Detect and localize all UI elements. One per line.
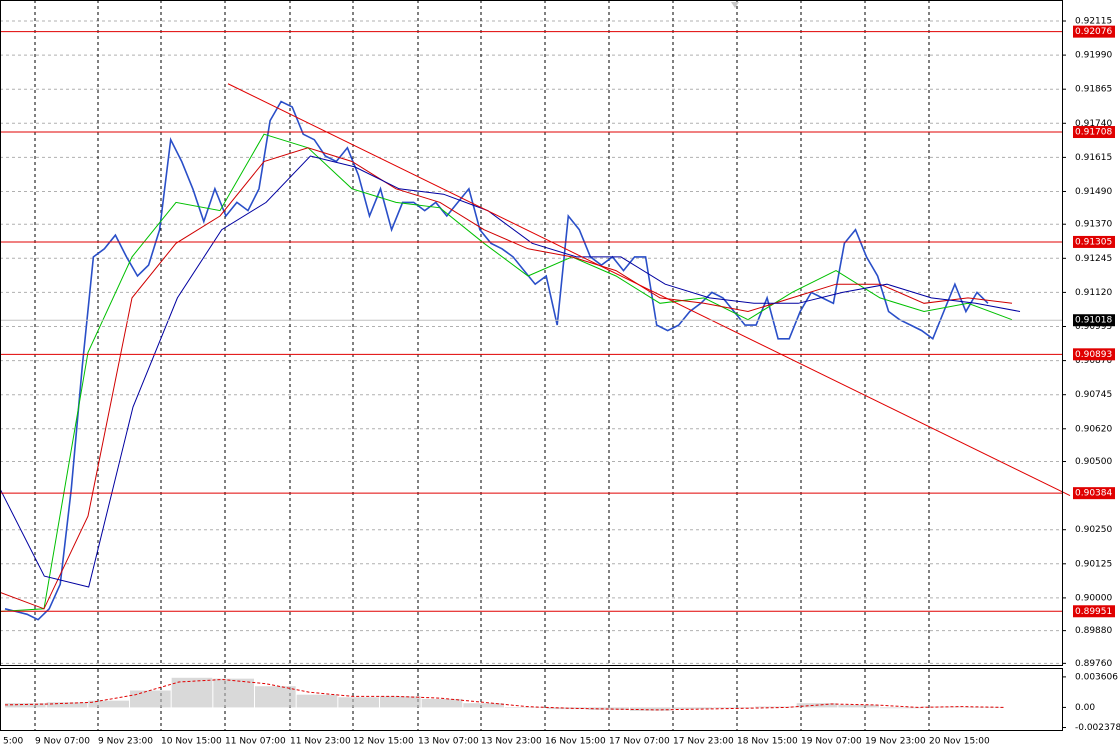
y-tick-label: 0.91615 bbox=[1075, 153, 1112, 163]
x-tick-label: 13 Nov 07:00 bbox=[418, 737, 479, 747]
series-ma-mid bbox=[0, 147, 1013, 610]
osc-bar bbox=[838, 704, 879, 708]
x-tick-label: 10 Nov 15:00 bbox=[161, 737, 222, 747]
y-tick-label: 0.91245 bbox=[1075, 254, 1112, 264]
x-tick-label: 13 Nov 23:00 bbox=[481, 737, 542, 747]
level-label: 0.91305 bbox=[1075, 237, 1112, 247]
x-tick-label: 5:00 bbox=[3, 737, 23, 747]
y-tick-label: 0.91990 bbox=[1075, 51, 1112, 61]
y-tick-label: 0.90995 bbox=[1075, 322, 1112, 332]
x-tick-label: 9 Nov 07:00 bbox=[35, 737, 90, 747]
y-tick-label: 0.91740 bbox=[1075, 119, 1112, 129]
y-tick-label: 0.92115 bbox=[1075, 17, 1112, 27]
osc-bar bbox=[421, 698, 463, 708]
series-ma-fast bbox=[0, 133, 1013, 612]
x-tick-label: 9 Nov 23:00 bbox=[98, 737, 153, 747]
osc-bar bbox=[463, 703, 504, 708]
level-label: 0.90893 bbox=[1075, 350, 1112, 360]
x-tick-label: 17 Nov 23:00 bbox=[673, 737, 734, 747]
osc-bar bbox=[963, 707, 1004, 708]
y-tick-label: 0.90250 bbox=[1075, 525, 1112, 535]
current-price-box bbox=[1073, 314, 1115, 327]
level-label-box bbox=[1073, 235, 1115, 248]
osc-bar bbox=[213, 678, 254, 708]
osc-bar bbox=[255, 686, 296, 708]
osc-bar bbox=[130, 690, 171, 708]
y-tick-label: 0.91865 bbox=[1075, 85, 1112, 95]
y-tick-label: 0.90745 bbox=[1075, 390, 1112, 400]
series-ma-slow bbox=[0, 155, 1021, 588]
level-label: 0.92076 bbox=[1075, 27, 1112, 37]
y-tick-label: 0.90870 bbox=[1075, 356, 1112, 366]
x-tick-label: 16 Nov 15:00 bbox=[545, 737, 606, 747]
y-tick-label: 0.90125 bbox=[1075, 559, 1112, 569]
y-tick-label: 0.91370 bbox=[1075, 220, 1112, 230]
osc-bar bbox=[880, 707, 921, 709]
level-label-box bbox=[1073, 487, 1115, 500]
y-tick-label: 0.90000 bbox=[1075, 593, 1112, 603]
level-label-box bbox=[1073, 605, 1115, 618]
osc-bar bbox=[755, 706, 796, 708]
x-tick-label: 18 Nov 15:00 bbox=[737, 737, 798, 747]
x-tick-label: 19 Nov 07:00 bbox=[801, 737, 862, 747]
osc-y-tick-label: -0.002378 bbox=[1075, 723, 1120, 733]
osc-bar bbox=[338, 697, 379, 708]
osc-bar bbox=[296, 694, 338, 708]
osc-bar bbox=[630, 707, 671, 711]
osc-bar bbox=[88, 700, 129, 708]
osc-signal bbox=[4, 678, 1006, 711]
level-label: 0.89951 bbox=[1075, 607, 1112, 617]
current-price-label: 0.91018 bbox=[1075, 316, 1112, 326]
main-frame bbox=[0, 0, 1063, 666]
x-tick-label: 20 Nov 15:00 bbox=[929, 737, 990, 747]
osc-bar bbox=[5, 703, 46, 708]
osc-bar bbox=[713, 707, 754, 709]
y-tick-label: 0.91120 bbox=[1075, 288, 1112, 298]
x-tick-label: 12 Nov 15:00 bbox=[353, 737, 414, 747]
trendline bbox=[227, 83, 1071, 497]
y-tick-label: 0.89760 bbox=[1075, 659, 1112, 669]
osc-bar bbox=[671, 707, 713, 710]
x-tick-label: 11 Nov 07:00 bbox=[225, 737, 286, 747]
x-tick-label: 17 Nov 07:00 bbox=[609, 737, 670, 747]
y-tick-label: 0.90500 bbox=[1075, 457, 1112, 467]
series-price bbox=[4, 100, 989, 621]
osc-y-tick-label: 0.003606 bbox=[1075, 672, 1118, 682]
osc-bar bbox=[46, 702, 88, 708]
marks-layer: 0.92076 0.91708 0.91305 0.90893 0.90384 0.899… bbox=[0, 25, 1115, 711]
osc-y-tick-label: 0.00 bbox=[1075, 703, 1095, 713]
osc-bar bbox=[380, 696, 421, 708]
x-tick-label: 11 Nov 23:00 bbox=[290, 737, 351, 747]
shift-marker bbox=[731, 2, 739, 8]
y-tick-label: 0.89880 bbox=[1075, 626, 1112, 636]
level-label-box bbox=[1073, 25, 1115, 38]
x-tick-label: 19 Nov 23:00 bbox=[865, 737, 926, 747]
y-tick-label: 0.90620 bbox=[1075, 424, 1112, 434]
level-label: 0.91708 bbox=[1075, 128, 1112, 138]
level-label: 0.90384 bbox=[1075, 489, 1112, 499]
level-label-box bbox=[1073, 348, 1115, 361]
y-tick-label: 0.91490 bbox=[1075, 187, 1112, 197]
level-label-box bbox=[1073, 126, 1115, 139]
osc-frame bbox=[0, 668, 1063, 731]
osc-bar bbox=[505, 707, 546, 708]
osc-bar bbox=[171, 677, 213, 708]
